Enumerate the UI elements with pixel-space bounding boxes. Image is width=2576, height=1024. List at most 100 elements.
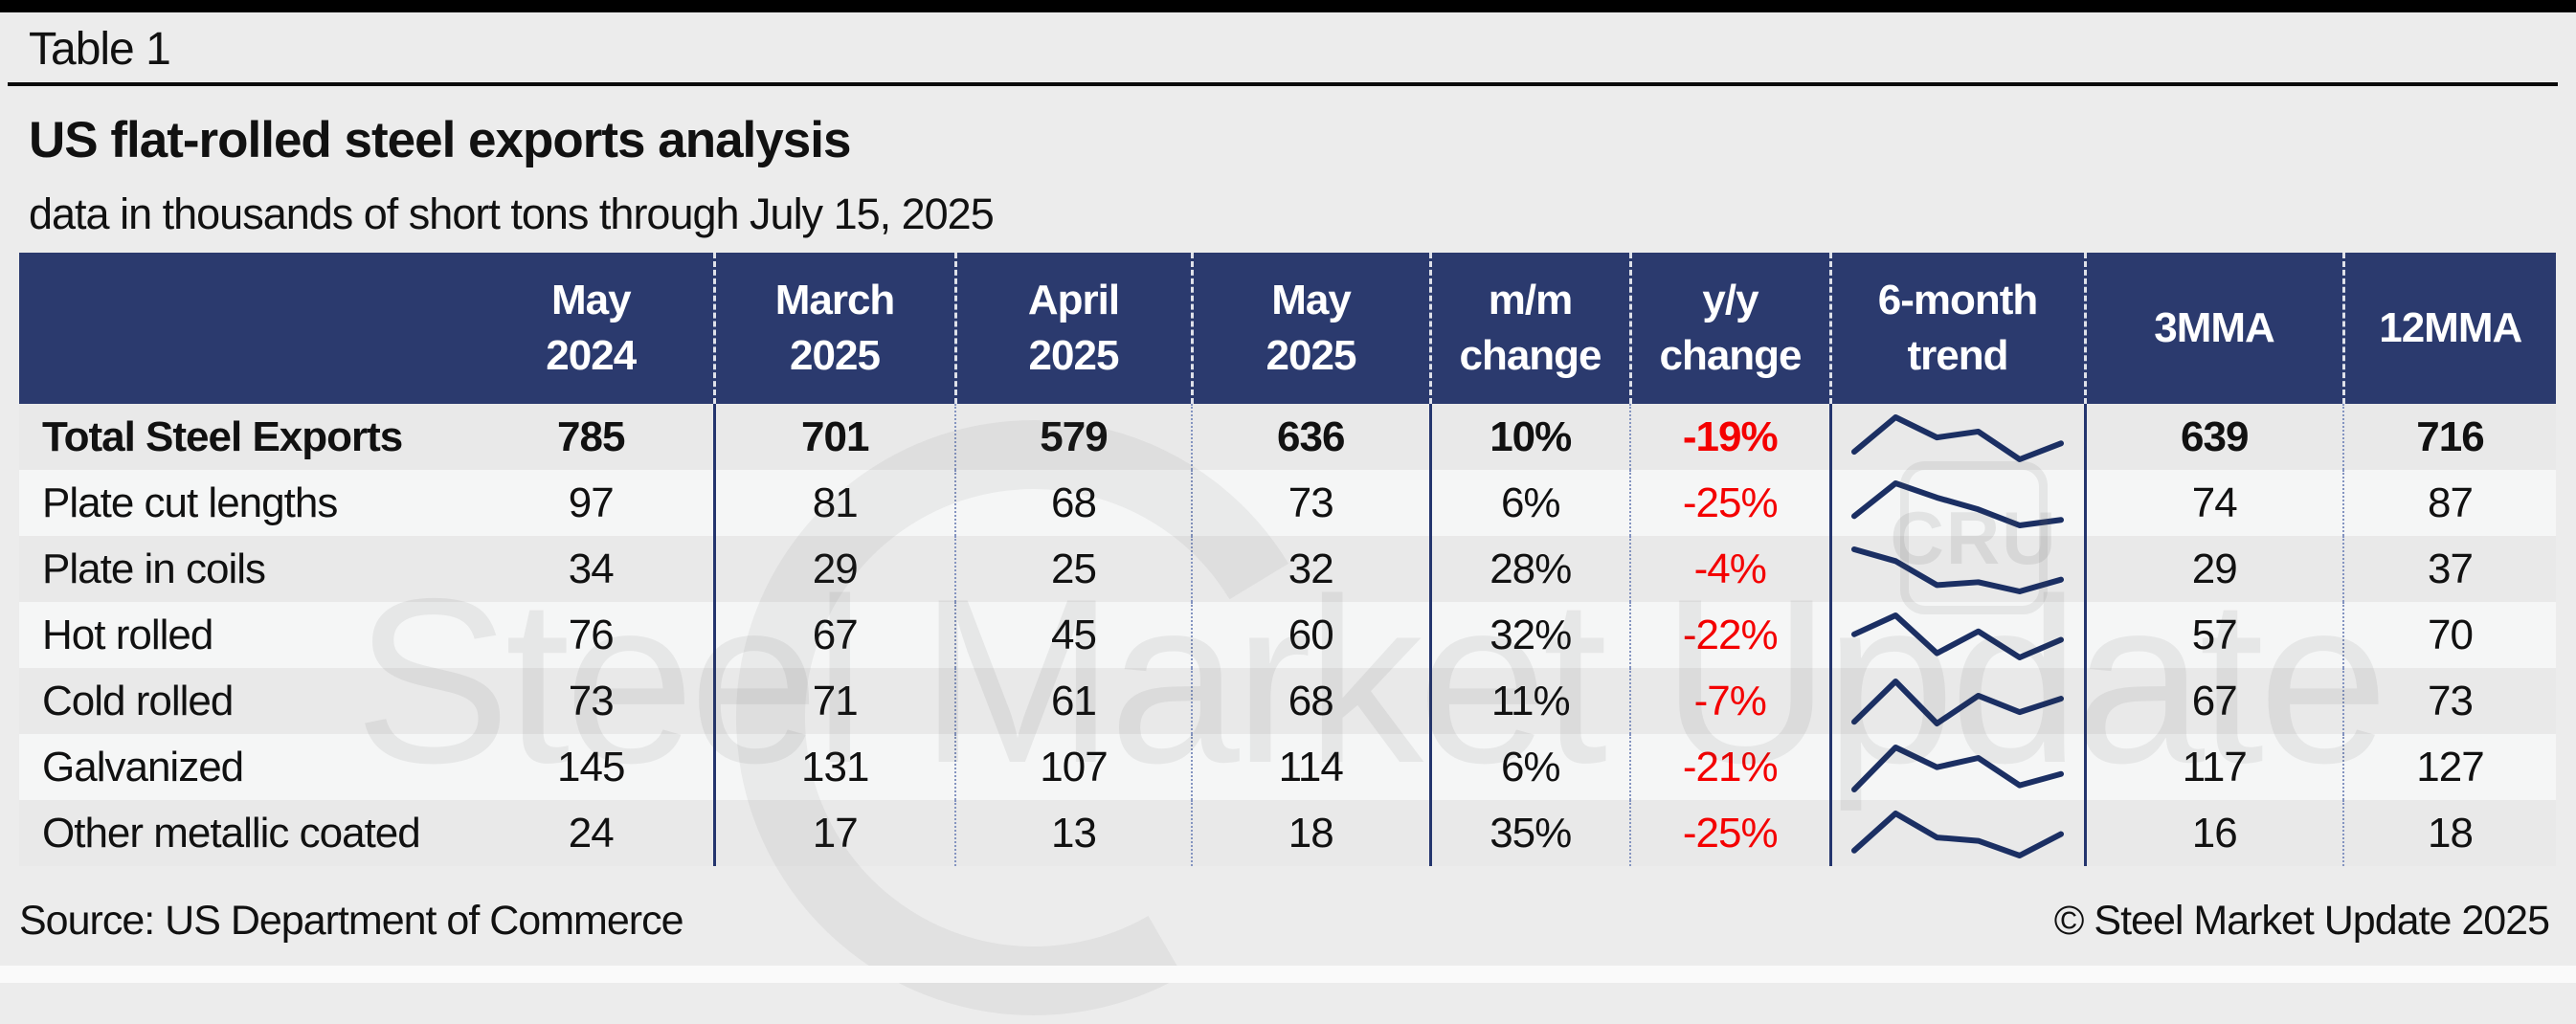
cell-may-2024: 76 [568,611,615,658]
sparkline-chart [1851,811,2064,858]
table-row: Plate in coils 34 29 25 32 28% -4% 29 37 [19,536,2556,602]
cell-may-2025: 636 [1191,404,1430,470]
cell-yy-change: -19% [1629,404,1830,470]
cell-3mma: 29 [2083,536,2343,602]
col-header-blank [19,253,469,404]
cell-trend-sparkline [1828,668,2085,734]
cell-april-2025: 68 [954,470,1192,536]
page-title: US flat-rolled steel exports analysis [29,112,851,168]
cell-yy-change: -7% [1629,668,1830,734]
cell-trend-sparkline [1828,536,2085,602]
col-header-3mma: 3MMA [2083,253,2343,404]
row-label: Plate cut lengths [42,479,338,526]
cell-april-2025: 25 [954,536,1192,602]
cell-yy-change: -21% [1629,734,1830,800]
row-label: Other metallic coated [42,809,421,857]
source-note: Source: US Department of Commerce [19,898,683,944]
col-header-12mma: 12MMA [2341,253,2556,404]
cell-trend-sparkline [1828,602,2085,668]
cell-may-2025: 18 [1191,800,1430,866]
cell-trend-sparkline [1828,470,2085,536]
col-header-april-2025: April 2025 [953,253,1192,404]
table-row: Other metallic coated 24 17 13 18 35% -2… [19,800,2556,866]
cell-yy-change: -22% [1629,602,1830,668]
col-header-may-2024: May 2024 [469,253,714,404]
cell-trend-sparkline [1828,734,2085,800]
cell-3mma: 639 [2083,404,2343,470]
cell-april-2025: 107 [954,734,1192,800]
cell-march-2025: 701 [712,404,955,470]
cell-12mma: 18 [2342,800,2556,866]
cell-3mma: 67 [2083,668,2343,734]
col-header-yy-change: y/y change [1628,253,1830,404]
cell-mm-change: 28% [1428,536,1630,602]
cell-12mma: 73 [2342,668,2556,734]
copyright-note: © Steel Market Update 2025 [2053,898,2550,944]
table-row: Cold rolled 73 71 61 68 11% -7% 67 73 [19,668,2556,734]
cell-may-2024: 145 [557,743,625,790]
cell-may-2025: 114 [1191,734,1430,800]
table-row: Hot rolled 76 67 45 60 32% -22% 57 70 [19,602,2556,668]
cell-3mma: 57 [2083,602,2343,668]
cell-march-2025: 71 [712,668,955,734]
row-label: Galvanized [42,743,244,790]
sparkline-chart [1851,612,2064,660]
cell-march-2025: 29 [712,536,955,602]
top-black-bar [0,0,2576,12]
table-row: Plate cut lengths 97 81 68 73 6% -25% 74… [19,470,2556,536]
cell-april-2025: 45 [954,602,1192,668]
cell-may-2024: 73 [568,677,615,724]
sparkline-chart [1851,414,2064,462]
cell-may-2025: 73 [1191,470,1430,536]
cell-12mma: 37 [2342,536,2556,602]
cell-trend-sparkline [1828,800,2085,866]
cell-3mma: 117 [2083,734,2343,800]
cell-march-2025: 17 [712,800,955,866]
cell-trend-sparkline [1828,404,2085,470]
cell-12mma: 70 [2342,602,2556,668]
cell-12mma: 716 [2342,404,2556,470]
cell-yy-change: -25% [1629,800,1830,866]
cell-3mma: 74 [2083,470,2343,536]
cell-mm-change: 11% [1428,668,1630,734]
cell-12mma: 87 [2342,470,2556,536]
sparkline-chart [1851,679,2064,726]
cell-may-2024: 97 [568,479,615,526]
cell-may-2024: 34 [568,545,615,592]
cell-may-2025: 68 [1191,668,1430,734]
row-label: Hot rolled [42,611,213,658]
col-header-6-month-trend: 6-month trend [1828,253,2085,404]
page-subtitle: data in thousands of short tons through … [29,189,995,238]
row-label: Total Steel Exports [42,412,403,460]
divider-line [8,82,2558,86]
cell-12mma: 127 [2342,734,2556,800]
sparkline-chart [1851,480,2064,528]
table-row: Galvanized 145 131 107 114 6% -21% 117 1… [19,734,2556,800]
cell-march-2025: 131 [712,734,955,800]
cell-march-2025: 67 [712,602,955,668]
table-row: Total Steel Exports 785 701 579 636 10% … [19,404,2556,470]
row-label: Plate in coils [42,545,266,592]
cell-april-2025: 579 [954,404,1192,470]
cell-april-2025: 61 [954,668,1192,734]
cell-yy-change: -25% [1629,470,1830,536]
sparkline-chart [1851,546,2064,594]
col-header-may-2025: May 2025 [1190,253,1430,404]
cell-mm-change: 10% [1428,404,1630,470]
row-label: Cold rolled [42,677,234,724]
cell-mm-change: 35% [1428,800,1630,866]
cell-april-2025: 13 [954,800,1192,866]
cell-may-2025: 60 [1191,602,1430,668]
sparkline-chart [1851,745,2064,792]
cell-mm-change: 32% [1428,602,1630,668]
cell-may-2024: 24 [568,809,615,857]
table-tag: Table 1 [29,24,171,75]
bottom-strip [0,966,2576,983]
header-row: May 2024 March 2025 April 2025 May 2025 … [19,253,2556,404]
col-header-march-2025: March 2025 [712,253,955,404]
cell-mm-change: 6% [1428,470,1630,536]
col-header-mm-change: m/m change [1428,253,1630,404]
cell-yy-change: -4% [1629,536,1830,602]
cell-march-2025: 81 [712,470,955,536]
cell-mm-change: 6% [1428,734,1630,800]
